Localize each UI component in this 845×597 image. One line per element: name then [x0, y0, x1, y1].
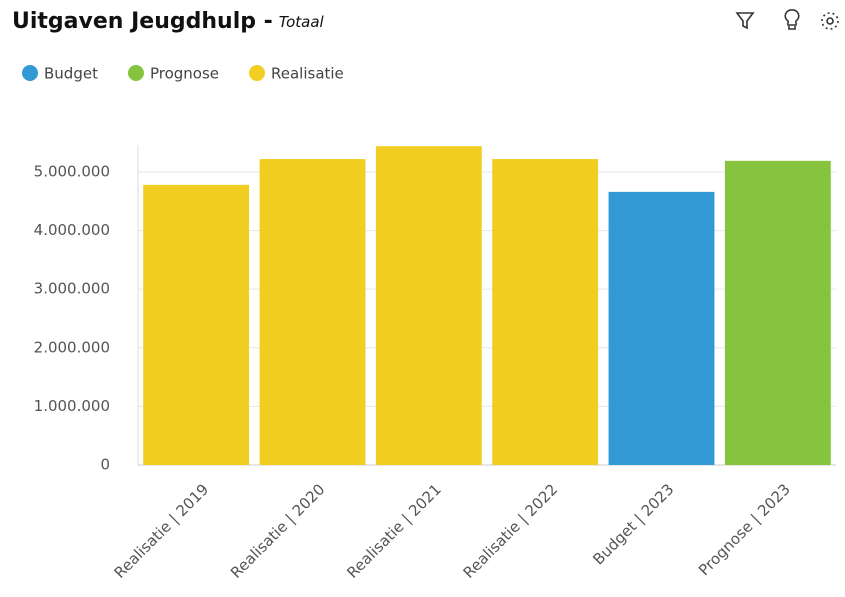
y-tick-label: 2.000.000 [34, 338, 110, 356]
legend-swatch [22, 65, 38, 81]
bar [375, 146, 482, 465]
bar [492, 159, 599, 466]
toolbar [735, 9, 839, 30]
y-tick-label: 1.000.000 [34, 397, 110, 415]
x-tick-label: Realisatie | 2022 [460, 480, 562, 582]
x-tick-label: Realisatie | 2019 [111, 480, 213, 582]
insight-icon[interactable] [784, 9, 800, 30]
y-tick-label: 5.000.000 [34, 162, 110, 180]
x-tick-label: Realisatie | 2021 [343, 480, 445, 582]
legend-swatch [127, 65, 144, 81]
settings-icon-ring [821, 12, 839, 30]
y-tick-label: 4.000.000 [34, 221, 110, 239]
bar [143, 184, 250, 465]
legend-label: Realisatie [271, 65, 344, 83]
bar [724, 160, 831, 466]
chart-title-line: Uitgaven Jeugdhulp - Totaal [12, 9, 325, 34]
bar [608, 191, 715, 465]
settings-icon[interactable] [826, 17, 834, 25]
filter-icon[interactable] [735, 12, 755, 30]
legend-label: Prognose [150, 65, 219, 83]
bar [259, 159, 366, 466]
chart-title: Uitgaven Jeugdhulp - [12, 9, 273, 34]
y-tick-label: 3.000.000 [34, 280, 110, 298]
legend-label: Budget [44, 65, 98, 83]
chart-subtitle: Totaal [279, 13, 325, 31]
x-tick-label: Realisatie | 2020 [227, 480, 329, 582]
x-tick-label: Budget | 2023 [589, 480, 677, 568]
x-tick-label: Prognose | 2023 [695, 480, 794, 579]
legend-swatch [249, 65, 265, 81]
y-tick-label: 0 [100, 456, 110, 474]
